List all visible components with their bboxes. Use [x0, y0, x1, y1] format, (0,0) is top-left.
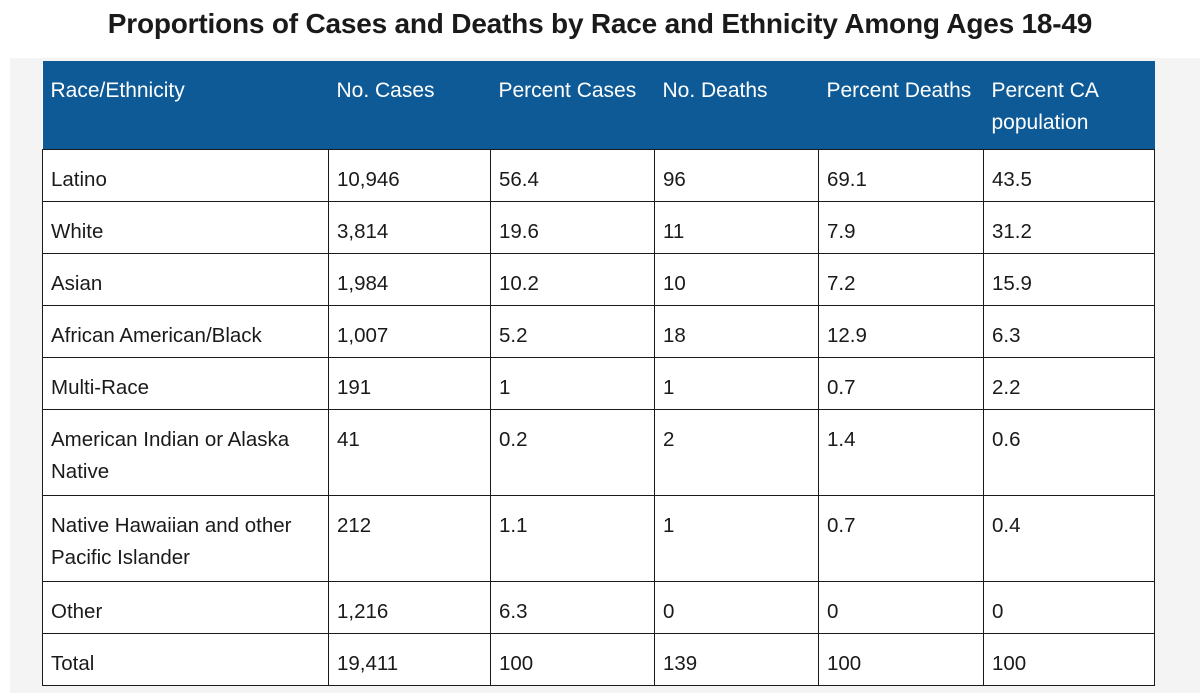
cell-percent-cases: 1	[490, 357, 655, 410]
cell-race-ethnicity: Total	[42, 633, 329, 686]
cell-percent-cases: 56.4	[490, 149, 655, 202]
cell-percent-ca-population: 0	[983, 581, 1155, 634]
cell-percent-deaths: 1.4	[818, 409, 984, 496]
cell-race-ethnicity: White	[42, 201, 329, 254]
cell-percent-cases: 6.3	[490, 581, 655, 634]
header-percent-ca-population: Percent CA population	[983, 61, 1155, 150]
cell-percent-cases: 5.2	[490, 305, 655, 358]
cell-no-deaths: 96	[654, 149, 819, 202]
cell-no-cases: 191	[328, 357, 491, 410]
cell-percent-ca-population: 43.5	[983, 149, 1155, 202]
cell-percent-cases: 10.2	[490, 253, 655, 306]
table-row: American Indian or Alaska Native 41 0.2 …	[42, 409, 1155, 496]
cell-percent-cases: 19.6	[490, 201, 655, 254]
table-row: Multi-Race 191 1 1 0.7 2.2	[42, 357, 1155, 410]
header-race-ethnicity: Race/Ethnicity	[42, 61, 329, 150]
cell-no-deaths: 0	[654, 581, 819, 634]
table-row: White 3,814 19.6 11 7.9 31.2	[42, 201, 1155, 254]
cell-race-ethnicity: Other	[42, 581, 329, 634]
cell-no-deaths: 18	[654, 305, 819, 358]
cell-no-deaths: 10	[654, 253, 819, 306]
cell-race-ethnicity: Multi-Race	[42, 357, 329, 410]
cell-percent-cases: 0.2	[490, 409, 655, 496]
cell-percent-ca-population: 0.4	[983, 495, 1155, 582]
table-header-row: Race/Ethnicity No. Cases Percent Cases N…	[42, 61, 1155, 150]
cell-no-cases: 41	[328, 409, 491, 496]
cell-no-cases: 1,007	[328, 305, 491, 358]
table-row-total: Total 19,411 100 139 100 100	[42, 633, 1155, 686]
cell-percent-deaths: 7.9	[818, 201, 984, 254]
cell-no-cases: 1,216	[328, 581, 491, 634]
table-row: Latino 10,946 56.4 96 69.1 43.5	[42, 149, 1155, 202]
table-row: Asian 1,984 10.2 10 7.2 15.9	[42, 253, 1155, 306]
cell-percent-deaths: 69.1	[818, 149, 984, 202]
cell-percent-cases: 1.1	[490, 495, 655, 582]
table-row: African American/Black 1,007 5.2 18 12.9…	[42, 305, 1155, 358]
cell-percent-ca-population: 100	[983, 633, 1155, 686]
cell-percent-deaths: 0.7	[818, 357, 984, 410]
cell-race-ethnicity: African American/Black	[42, 305, 329, 358]
cell-percent-ca-population: 6.3	[983, 305, 1155, 358]
cell-race-ethnicity: American Indian or Alaska Native	[42, 409, 329, 496]
table-row: Native Hawaiian and other Pacific Island…	[42, 495, 1155, 582]
cell-percent-ca-population: 0.6	[983, 409, 1155, 496]
page-title: Proportions of Cases and Deaths by Race …	[107, 8, 1093, 39]
cell-percent-cases: 100	[490, 633, 655, 686]
cell-no-cases: 3,814	[328, 201, 491, 254]
header-percent-cases: Percent Cases	[490, 61, 655, 150]
data-table: Race/Ethnicity No. Cases Percent Cases N…	[42, 61, 1155, 686]
header-percent-deaths: Percent Deaths	[818, 61, 984, 150]
cell-no-deaths: 1	[654, 357, 819, 410]
cell-no-deaths: 139	[654, 633, 819, 686]
cell-percent-ca-population: 15.9	[983, 253, 1155, 306]
cell-no-deaths: 2	[654, 409, 819, 496]
cell-no-cases: 212	[328, 495, 491, 582]
cell-race-ethnicity: Asian	[42, 253, 329, 306]
cell-race-ethnicity: Native Hawaiian and other Pacific Island…	[42, 495, 329, 582]
cell-percent-deaths: 0	[818, 581, 984, 634]
cell-percent-deaths: 0.7	[818, 495, 984, 582]
cell-percent-ca-population: 31.2	[983, 201, 1155, 254]
cell-percent-deaths: 100	[818, 633, 984, 686]
header-no-deaths: No. Deaths	[654, 61, 819, 150]
cell-percent-ca-population: 2.2	[983, 357, 1155, 410]
cell-no-cases: 10,946	[328, 149, 491, 202]
header-no-cases: No. Cases	[328, 61, 491, 150]
cell-no-cases: 1,984	[328, 253, 491, 306]
cell-percent-deaths: 12.9	[818, 305, 984, 358]
cell-no-deaths: 11	[654, 201, 819, 254]
cell-no-deaths: 1	[654, 495, 819, 582]
cell-no-cases: 19,411	[328, 633, 491, 686]
table-row: Other 1,216 6.3 0 0 0	[42, 581, 1155, 634]
cell-percent-deaths: 7.2	[818, 253, 984, 306]
cell-race-ethnicity: Latino	[42, 149, 329, 202]
